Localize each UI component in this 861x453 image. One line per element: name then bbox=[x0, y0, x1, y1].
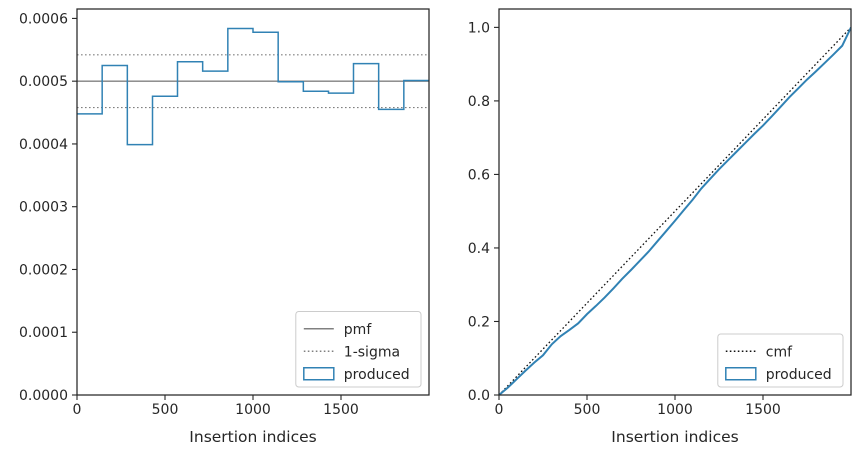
legend-swatch-produced bbox=[725, 367, 757, 381]
y-tick-label: 0.0000 bbox=[19, 388, 68, 404]
produced-cumulative-line bbox=[499, 26, 851, 395]
plot-data bbox=[499, 26, 851, 395]
y-tick-label: 0.8 bbox=[468, 94, 490, 110]
chart-panel-1: 0 500 1000 1500 0.0000 0.0001 0.0002 0.0003 0.00… bbox=[19, 8, 430, 446]
chart-panel-2: 0 500 1000 1500 0.0 0.2 0.4 0.6 0.8 1.0 Insertion … bbox=[468, 8, 852, 446]
x-tick-label: 1000 bbox=[235, 402, 271, 418]
y-tick-label: 0.6 bbox=[468, 167, 490, 183]
legend-label-pmf: pmf bbox=[344, 322, 373, 338]
y-tick-label: 0.0003 bbox=[19, 200, 68, 216]
legend-box bbox=[717, 333, 844, 388]
y-tick-label: 0.0005 bbox=[19, 74, 68, 90]
y-tick-label: 0.4 bbox=[468, 241, 490, 257]
y-tick-label: 0.0 bbox=[468, 388, 490, 404]
legend-label-1-sigma: 1-sigma bbox=[344, 344, 400, 360]
x-tick-label: 1000 bbox=[657, 402, 693, 418]
y-tick-label: 0.0004 bbox=[19, 137, 68, 153]
legend-swatch-produced bbox=[303, 367, 335, 381]
y-tick-label: 1.0 bbox=[468, 20, 490, 36]
x-tick-label: 500 bbox=[152, 402, 179, 418]
legend-label-produced: produced bbox=[344, 367, 410, 383]
x-tick-label: 1500 bbox=[745, 402, 781, 418]
y-tick-label: 0.0001 bbox=[19, 325, 68, 341]
cmf-line bbox=[499, 26, 851, 395]
x-tick-label: 1500 bbox=[323, 402, 359, 418]
x-tick-label: 0 bbox=[73, 402, 82, 418]
legend-label-produced: produced bbox=[766, 367, 832, 383]
y-tick-label: 0.0002 bbox=[19, 262, 68, 278]
y-tick-label: 0.2 bbox=[468, 314, 490, 330]
legend-label-cmf: cmf bbox=[766, 344, 793, 360]
produced-histogram-step bbox=[77, 27, 429, 146]
plot-data bbox=[77, 27, 429, 146]
legend: pmf 1-sigma produced bbox=[295, 311, 422, 388]
y-tick-label: 0.0006 bbox=[19, 11, 68, 27]
x-tick-label: 0 bbox=[495, 402, 504, 418]
x-axis-label: Insertion indices bbox=[611, 428, 738, 446]
x-axis-label: Insertion indices bbox=[189, 428, 316, 446]
x-tick-label: 500 bbox=[574, 402, 601, 418]
legend: cmf produced bbox=[717, 333, 844, 388]
